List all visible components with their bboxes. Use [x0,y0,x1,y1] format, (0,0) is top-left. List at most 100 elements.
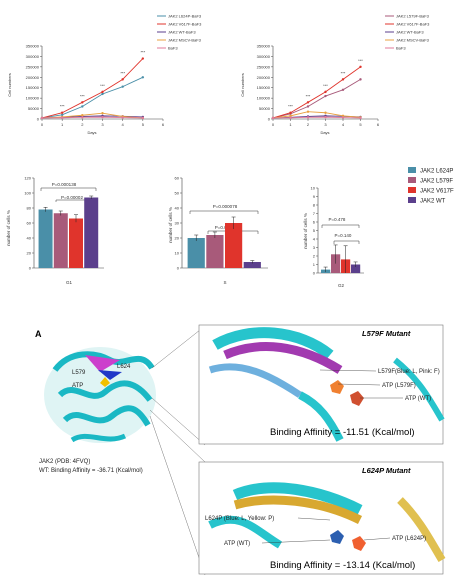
x-tick-label: 1 [289,122,292,127]
label-atp-wt: ATP (WT) [224,541,250,547]
panel-b: L579F Mutant L579F(Blue: L, Pink: F) ATP… [198,324,445,445]
significance-mark: *** [100,83,105,88]
data-point [121,116,124,119]
x-tick-labels: 0 1 2 3 4 5 6 [41,119,165,127]
x-axis-label: Days [87,130,96,135]
y-tick-label: 5 [313,228,316,233]
x-tick-label: 2 [307,122,310,127]
y-tick-label: 1 [313,262,316,267]
data-point [60,111,64,114]
pdb-label: JAK2 (PDB: 4FVQ) [39,459,90,465]
series-lines [40,57,145,120]
pointer-line [261,539,331,544]
atp-ligand [100,377,110,387]
y-tick-label: 50000 [28,106,40,111]
data-point [341,88,345,92]
x-tick-label: 0 [41,122,44,127]
x-tick-label: 4 [122,122,125,127]
series-lines [271,65,362,120]
bar [225,223,243,268]
bar [38,209,53,268]
data-point [306,105,310,108]
y-tick-label: 100 [24,191,31,196]
bars [187,216,261,268]
y-tick-label: 40 [27,236,32,241]
y-tick-label: 250000 [257,64,271,69]
p-bracket [189,210,259,214]
bar-chart-s: number of cells % S P=0.000078 P=0.00002… [168,176,268,285]
protein-structure-a: L579 L624 ATP [44,347,156,443]
panel-b-frame [198,324,444,445]
data-point [341,116,345,119]
panel-b-title: L579F Mutant [362,329,411,338]
data-point [101,92,104,96]
ribbon [232,482,363,515]
legend-label: JAK2 MSCV-BaF3 [168,38,202,43]
x-axis-label: G1 [66,280,73,285]
data-point [289,111,292,114]
ribbon [397,497,446,563]
data-point [324,115,327,119]
legend-label: JAK2 L579F-BaF3 [396,14,430,19]
helix [70,433,127,443]
legend-label: JAK2 WT-BaF3 [396,30,424,35]
x-tick-label: 4 [342,122,345,127]
y-tick-label: 7 [313,211,316,216]
legend-label: JAK2 L579F [420,179,453,185]
bar [243,262,261,268]
y-axis-label: Cell numbers [240,73,245,97]
wt-affinity: WT: Binding Affinity = -36.71 (Kcal/mol) [39,468,143,474]
data-point [81,105,84,108]
legend-label: BaF3 [168,46,178,51]
significance-mark: *** [140,50,145,55]
x-tick-label: 3 [101,122,104,127]
legend-swatch [408,167,416,173]
bar-chart-g1: number of cells % G1 P=0.000138 P=0.0000… [6,176,104,285]
y-tick-label: 6 [313,220,316,225]
growth-right-legend: JAK2 L579F-BaF3 JAK2 V617F-BaF3 JAK2 WT-… [385,14,430,51]
connector-line [151,397,206,446]
y-tick-label: 20 [27,251,32,256]
y-tick-label: 200000 [26,75,40,80]
significance-mark: *** [120,70,125,75]
y-tick-label: 40 [175,206,180,211]
y-axis-label: number of cells % [168,207,173,243]
series-line [41,76,144,119]
ribbon [393,357,445,422]
structure-figure: A B C L579 L624 ATP JAK2 (PDB: 4FVQ) WT:… [35,324,446,576]
bar [84,197,99,268]
helix [57,380,153,402]
data-point [289,116,292,119]
y-tick-label: 300000 [26,54,40,59]
y-tick-label: 350000 [257,44,271,49]
significance-marks: *** *** *** *** *** [60,50,146,109]
y-tick-label: 60 [175,176,180,181]
data-point [289,114,292,118]
significance-mark: *** [306,93,311,98]
y-tick-label: 8 [313,203,316,208]
growth-chart-right: JAK2 L579F-BaF3 JAK2 V617F-BaF3 JAK2 WT-… [240,14,430,136]
data-point [359,78,362,81]
y-tick-label: 0 [37,117,40,122]
significance-mark: *** [323,83,328,88]
bar-chart-g2: number of cells % G2 P=0.478 P=0.140 0 1 2… [303,186,364,288]
panel-c-title: L624P Mutant [362,466,411,475]
x-axis-label: G2 [338,283,345,288]
legend-label: JAK2 L624P [420,169,453,175]
y-tick-label: 3 [313,245,316,250]
data-point [306,116,310,119]
series-line [41,112,143,119]
label-l579f: L579F(Blue: L, Pink: F) [378,369,440,375]
data-point [324,94,327,98]
legend-swatch [408,197,416,203]
data-point [141,57,145,60]
growth-left-legend: JAK2 L624P-BaF3 JAK2 V617F-BaF3 JAK2 WT-… [157,14,202,51]
p-bracket [40,187,97,191]
x-tick-label: 0 [272,122,275,127]
p-bracket [321,224,360,228]
data-point [60,113,64,117]
y-tick-label: 200000 [257,75,271,80]
p-value: P=0.140 [335,233,352,238]
y-tick-label: 150000 [257,85,271,90]
